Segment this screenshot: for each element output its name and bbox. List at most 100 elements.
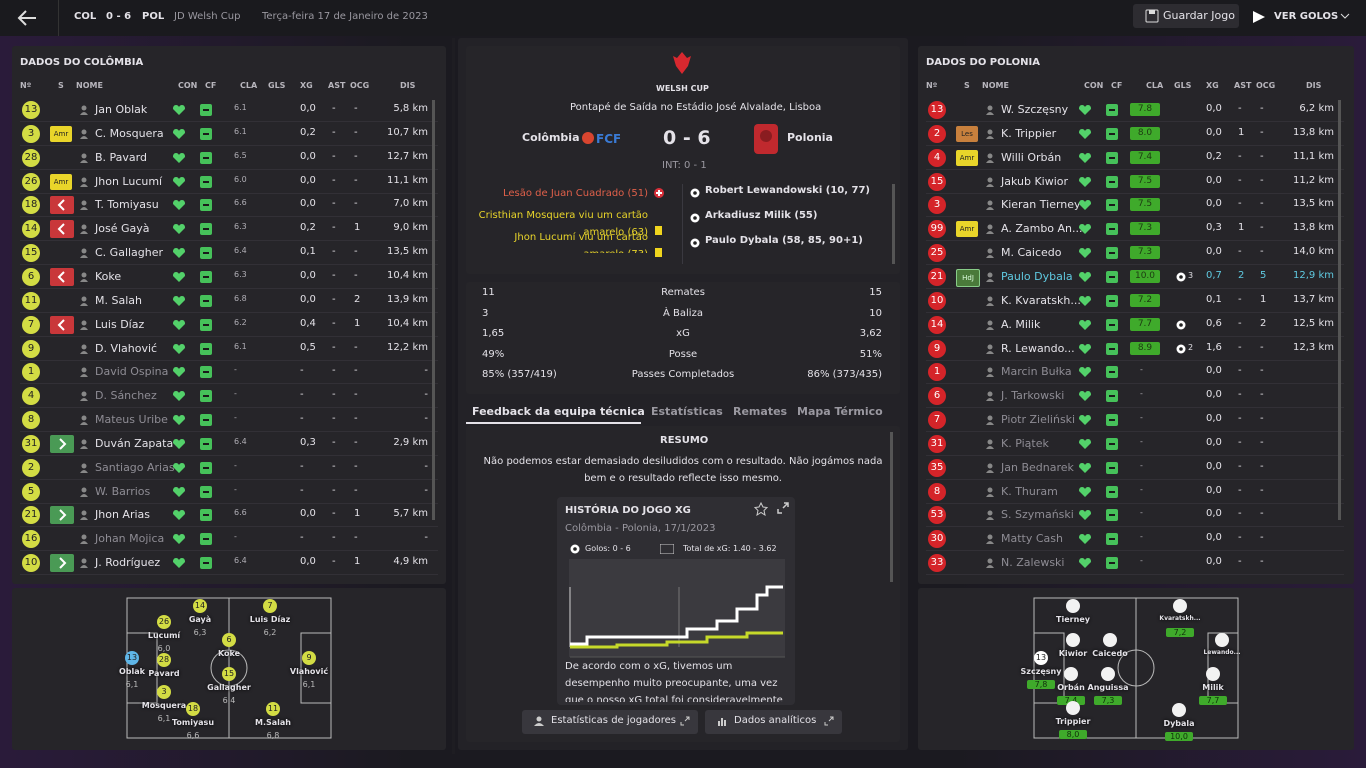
substitution-icon bbox=[50, 220, 74, 239]
back-button[interactable] bbox=[16, 9, 38, 27]
xg-card bbox=[557, 497, 795, 705]
tab[interactable]: Estatísticas bbox=[651, 405, 723, 418]
person-icon bbox=[986, 320, 994, 330]
xg: 0,2 bbox=[300, 222, 316, 234]
button-label[interactable]: Estatísticas de jogadores bbox=[551, 715, 676, 726]
xg: - bbox=[300, 460, 304, 472]
xg: 0,0 bbox=[1206, 174, 1222, 186]
rating: 7.8 bbox=[1130, 103, 1160, 116]
player-name: K. Trippier bbox=[1001, 126, 1057, 140]
assists: - bbox=[332, 269, 336, 281]
button[interactable] bbox=[522, 710, 698, 734]
distance: 13,9 km bbox=[387, 293, 428, 305]
person-icon bbox=[986, 129, 994, 139]
shirt-number: 31 bbox=[22, 434, 40, 453]
xg: 0,2 bbox=[1206, 150, 1222, 162]
home-stat: 1,65 bbox=[482, 328, 505, 339]
substitution-icon bbox=[50, 196, 74, 215]
xg: 0,6 bbox=[1206, 317, 1222, 329]
column-header: CF bbox=[1111, 81, 1123, 90]
pitch-name: Kvaratskh... bbox=[1159, 615, 1201, 622]
distance: 5,7 km bbox=[393, 508, 428, 520]
column-header: NOME bbox=[76, 81, 103, 90]
person-icon bbox=[986, 487, 994, 497]
assists: - bbox=[1238, 103, 1242, 114]
stat-label: Remates bbox=[661, 287, 705, 298]
shirt-number: 31 bbox=[928, 434, 946, 453]
away-stat: 3,62 bbox=[859, 328, 882, 339]
scrollbar bbox=[1338, 100, 1341, 520]
fitness-icon bbox=[1106, 175, 1118, 188]
fitness-icon bbox=[200, 270, 212, 283]
condition-icon bbox=[173, 558, 185, 569]
view-goals[interactable]: VER GOLOS bbox=[1274, 11, 1339, 22]
player-name: Jhon Lucumí bbox=[95, 174, 163, 188]
pitch-rating: 7,3 bbox=[1094, 696, 1122, 705]
assists: - bbox=[332, 198, 336, 210]
button[interactable] bbox=[705, 710, 842, 734]
button-label[interactable]: Dados analíticos bbox=[734, 715, 817, 726]
fitness-icon bbox=[1106, 390, 1118, 403]
fitness-icon bbox=[1106, 294, 1118, 307]
shirt-number: 35 bbox=[928, 458, 946, 477]
button-icon bbox=[718, 718, 726, 726]
distance: 6,2 km bbox=[1299, 103, 1334, 114]
chances: - bbox=[354, 341, 358, 353]
xg: 0,0 bbox=[300, 269, 316, 281]
chances: 2 bbox=[1260, 317, 1267, 329]
stat-label: Passes Completados bbox=[631, 369, 735, 380]
condition-icon bbox=[173, 224, 185, 235]
tab[interactable]: Feedback da equipa técnica bbox=[472, 405, 645, 418]
shirt-number: 14 bbox=[928, 315, 946, 334]
chances: - bbox=[1260, 556, 1264, 568]
competition: JD Welsh Cup bbox=[174, 11, 241, 22]
save-button[interactable] bbox=[1133, 4, 1239, 28]
condition-icon bbox=[1079, 295, 1091, 306]
shirt-number: 14 bbox=[22, 220, 40, 239]
person-icon bbox=[986, 105, 994, 115]
chances: - bbox=[354, 150, 358, 162]
assists: - bbox=[332, 341, 336, 353]
rating: 6.1 bbox=[234, 103, 247, 112]
player-name: M. Salah bbox=[95, 293, 142, 307]
player-name: T. Tomiyasu bbox=[95, 198, 159, 212]
fitness-icon bbox=[200, 485, 212, 498]
person-icon bbox=[80, 129, 88, 139]
player-name: A. Zambo An... bbox=[1001, 222, 1083, 236]
assists: - bbox=[332, 293, 336, 305]
xg: 0,5 bbox=[300, 341, 316, 353]
shirt-number: 4 bbox=[928, 148, 946, 167]
pitch-number: 28 bbox=[157, 653, 171, 667]
net-icon bbox=[660, 544, 674, 554]
pitch-number: 11 bbox=[266, 702, 280, 716]
injury-icon bbox=[654, 188, 664, 198]
assists: - bbox=[332, 317, 336, 329]
pitch-name: Lucumí bbox=[147, 631, 181, 640]
away-crest bbox=[754, 124, 778, 154]
goal-icon bbox=[690, 188, 700, 198]
xg: 0,0 bbox=[1206, 198, 1222, 210]
xg-total: Total de xG: 1.40 - 3.62 bbox=[683, 544, 777, 553]
save-icon bbox=[1145, 9, 1159, 23]
player-name: Willi Orbán bbox=[1001, 150, 1062, 164]
condition-icon bbox=[1079, 462, 1091, 473]
fitness-icon bbox=[1106, 270, 1118, 283]
person-icon bbox=[80, 200, 88, 211]
person-icon bbox=[986, 344, 994, 354]
person-icon bbox=[986, 224, 994, 235]
chances: - bbox=[1260, 484, 1264, 496]
xg: 0,0 bbox=[300, 508, 316, 520]
tab[interactable]: Mapa Térmico bbox=[797, 405, 883, 418]
condition-icon bbox=[1079, 438, 1091, 449]
person-icon bbox=[986, 200, 994, 211]
home-stat: 49% bbox=[482, 348, 505, 360]
condition-icon bbox=[173, 367, 185, 378]
rating: 6.0 bbox=[234, 174, 247, 184]
shirt-number: 6 bbox=[22, 267, 40, 286]
condition-icon bbox=[1079, 248, 1091, 259]
tab[interactable]: Remates bbox=[733, 405, 788, 418]
fitness-icon bbox=[200, 151, 212, 164]
condition-icon bbox=[1079, 271, 1091, 282]
goal-icon bbox=[1176, 320, 1186, 330]
condition-icon bbox=[173, 534, 185, 545]
